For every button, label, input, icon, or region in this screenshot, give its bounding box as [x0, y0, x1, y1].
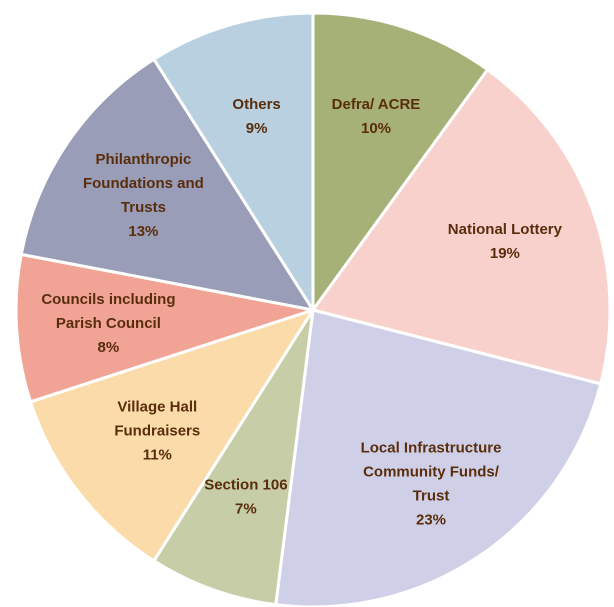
pie-slice-label-4: Village Hall Fundraisers 11%: [114, 399, 200, 464]
pie-slice-name: Local Infrastructure: [361, 440, 502, 457]
pie-slice-name: Trusts: [121, 199, 166, 216]
pie-slice-name: Trust: [413, 488, 450, 505]
pie-slice-1: [311, 68, 612, 386]
pie-slice-label-3: Section 106 7%: [204, 476, 287, 517]
pie-slice-name: Village Hall: [117, 399, 197, 416]
pie-slice-name: Philanthropic: [95, 151, 191, 168]
pie-slice-7: [152, 11, 315, 312]
pie-slice-name: Community Funds/: [363, 464, 500, 481]
pie-slice-name: Fundraisers: [114, 423, 200, 440]
pie-slices: [14, 11, 612, 607]
pie-labels: Defra/ ACRE 10% National Lottery 19% Local I…: [41, 96, 562, 529]
pie-slice-value: 9%: [246, 120, 268, 137]
pie-slice-name: Defra/ ACRE: [332, 96, 421, 113]
pie-slice-value: 11%: [143, 447, 172, 464]
pie-slice-label-6: Philanthropic Foundations and Trusts 13%: [83, 151, 204, 240]
pie-slice-name: Foundations and: [83, 175, 204, 192]
pie-slice-label-0: Defra/ ACRE 10%: [332, 96, 421, 137]
pie-slice-value: 8%: [98, 339, 120, 356]
pie-slice-value: 13%: [128, 223, 158, 240]
pie-slice-6: [19, 57, 315, 312]
pie-slice-4: [29, 308, 315, 563]
pie-slice-name: Others: [232, 96, 280, 113]
pie-slice-value: 19%: [490, 245, 520, 262]
pie-slice-label-1: National Lottery 19%: [448, 221, 563, 262]
pie-slice-label-7: Others 9%: [232, 96, 280, 137]
pie-slice-label-5: Councils including Parish Council 8%: [41, 291, 175, 356]
pie-slice-name: Section 106: [204, 476, 287, 493]
pie-slice-3: [152, 308, 315, 607]
pie-slice-name: Councils including: [41, 291, 175, 308]
pie-slice-0: [311, 11, 490, 312]
pie-slice-name: Parish Council: [56, 315, 161, 332]
pie-slice-value: 7%: [235, 500, 257, 517]
pie-slice-label-2: Local Infrastructure Community Funds/Trus…: [361, 440, 502, 529]
pie-slice-name: National Lottery: [448, 221, 563, 238]
pie-slice-value: 10%: [361, 120, 391, 137]
pie-slice-5: [14, 252, 315, 404]
pie-slice-value: 23%: [416, 512, 446, 529]
